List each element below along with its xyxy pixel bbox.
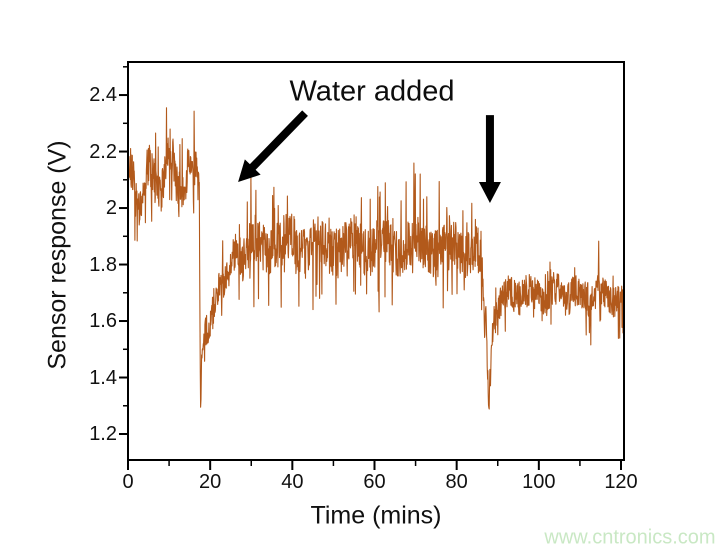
water-added-annotation: Water added (289, 75, 455, 108)
plot-border (127, 61, 625, 461)
water-added-arrow-diagonal-shaft (248, 110, 308, 172)
water-added-arrow-vertical-head (478, 181, 501, 203)
y-axis-title: Sensor response (V) (43, 140, 72, 370)
x-axis-title: Time (mins) (310, 501, 442, 530)
x-tick-label-3: 60 (363, 471, 386, 493)
x-tick-label-1: 20 (199, 471, 222, 493)
y-tick-label-2: 1.6 (89, 310, 117, 333)
x-tick-label-6: 120 (604, 471, 638, 493)
y-tick-label-6: 2.4 (89, 84, 117, 107)
x-tick-label-0: 0 (122, 471, 134, 493)
x-tick-label-4: 80 (445, 471, 468, 493)
y-tick-label-1: 1.4 (89, 366, 117, 389)
sensor-response-trace (127, 107, 625, 410)
watermark-text: www.cntronics.com (544, 526, 716, 549)
y-tick-label-4: 2 (105, 197, 117, 220)
y-tick-label-3: 1.8 (89, 253, 117, 276)
x-tick-label-5: 100 (522, 471, 556, 493)
y-tick-label-0: 1.2 (89, 423, 117, 445)
water-added-arrow-diagonal-head (238, 159, 261, 183)
y-tick-label-5: 2.2 (89, 140, 117, 163)
x-tick-label-2: 40 (281, 471, 304, 493)
